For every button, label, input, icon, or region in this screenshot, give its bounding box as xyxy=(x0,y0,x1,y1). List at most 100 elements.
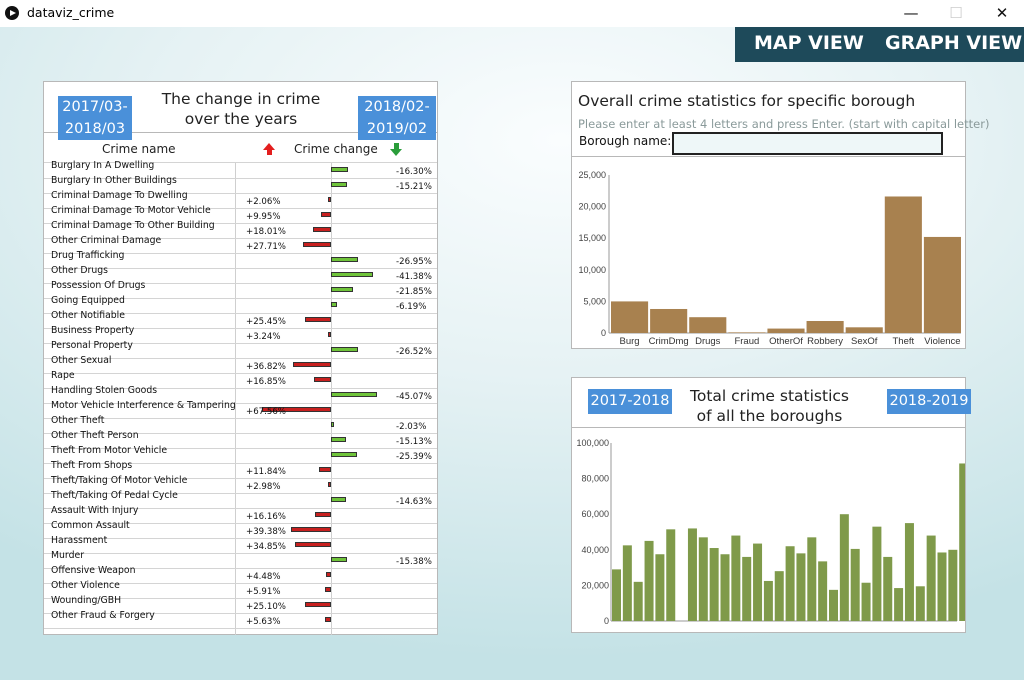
crime-row: Criminal Damage To Other Building +18.01% xyxy=(44,220,437,239)
crime-name: Other Violence xyxy=(51,580,120,591)
bar xyxy=(709,548,719,621)
crime-row: Possession Of Drugs -21.85% xyxy=(44,280,437,299)
change-percent: +2.98% xyxy=(246,482,281,492)
view-switcher: MAP VIEW GRAPH VIEW xyxy=(735,27,1024,62)
bar xyxy=(959,463,965,621)
map-view-button[interactable]: MAP VIEW xyxy=(754,32,864,54)
change-percent: -15.13% xyxy=(396,437,432,447)
crime-name: Common Assault xyxy=(51,520,130,531)
crime-row: Motor Vehicle Interference & Tampering +6… xyxy=(44,400,437,419)
crime-row: Offensive Weapon +4.48% xyxy=(44,565,437,584)
row-divider xyxy=(44,373,437,374)
total-title: Total crime statistics of all the boroug… xyxy=(672,386,867,426)
crime-row: Theft From Motor Vehicle -25.39% xyxy=(44,445,437,464)
change-percent: +5.91% xyxy=(246,587,281,597)
row-divider xyxy=(44,463,437,464)
crime-row: Other Notifiable +25.45% xyxy=(44,310,437,329)
bar xyxy=(650,308,688,333)
y-tick-label: 80,000 xyxy=(581,474,609,484)
row-divider xyxy=(44,178,437,179)
change-bar xyxy=(318,467,331,472)
change-bar xyxy=(328,197,331,202)
change-percent: +9.95% xyxy=(246,212,281,222)
bar xyxy=(742,556,752,621)
row-divider xyxy=(44,448,437,449)
crime-name: Other Sexual xyxy=(51,355,112,366)
borough-name-input[interactable] xyxy=(672,132,943,155)
year-2017-2018-button[interactable]: 2017-2018 xyxy=(588,389,672,414)
bar xyxy=(884,196,922,333)
bar xyxy=(753,543,763,621)
row-divider xyxy=(44,268,437,269)
crime-name: Other Fraud & Forgery xyxy=(51,610,155,621)
crime-name: Criminal Damage To Dwelling xyxy=(51,190,188,201)
change-bar xyxy=(324,587,331,592)
crime-row: Theft/Taking Of Pedal Cycle -14.63% xyxy=(44,490,437,509)
change-percent: +2.06% xyxy=(246,197,281,207)
change-bar xyxy=(331,422,334,427)
period-label-right[interactable]: 2018/02- 2019/02 xyxy=(358,96,436,140)
crime-name: Harassment xyxy=(51,535,108,546)
x-tick-label: Theft xyxy=(893,336,915,347)
minimize-button[interactable]: — xyxy=(903,4,919,22)
borough-bar-chart: 25,000 20,000 15,000 10,000 5,000 0 Burg CrimDm… xyxy=(578,170,961,347)
y-tick-label: 0 xyxy=(601,328,606,338)
row-divider xyxy=(44,388,437,389)
app-play-icon xyxy=(5,6,19,20)
change-percent: +16.85% xyxy=(246,377,286,387)
crime-name: Motor Vehicle Interference & Tampering xyxy=(51,400,236,411)
crime-name: Other Notifiable xyxy=(51,310,125,321)
close-button[interactable]: ✕ xyxy=(995,4,1009,22)
crime-row: Criminal Damage To Dwelling +2.06% xyxy=(44,190,437,209)
row-divider xyxy=(44,313,437,314)
crime-row: Other Theft Person -15.13% xyxy=(44,430,437,449)
row-divider xyxy=(44,223,437,224)
total-title-line2: of all the boroughs xyxy=(696,407,843,425)
change-percent: +4.48% xyxy=(246,572,281,582)
borough-name-label: Borough name: xyxy=(579,134,672,148)
crime-name: Business Property xyxy=(51,325,135,336)
bar xyxy=(829,589,838,621)
change-bar xyxy=(262,407,331,412)
row-divider xyxy=(44,343,437,344)
change-percent: -16.30% xyxy=(396,167,432,177)
y-tick-label: 0 xyxy=(604,616,609,626)
crime-name-header: Crime name xyxy=(102,142,176,156)
crime-row: Other Fraud & Forgery +5.63% xyxy=(44,610,437,629)
year-2018-2019-button[interactable]: 2018-2019 xyxy=(887,389,971,414)
crime-row: Other Drugs -41.38% xyxy=(44,265,437,284)
x-tick-label: SexOf xyxy=(851,336,878,347)
borough-stats-panel: Overall crime statistics for specific bo… xyxy=(571,81,989,349)
row-divider xyxy=(44,583,437,584)
period-label-left[interactable]: 2017/03- 2018/03 xyxy=(58,96,132,140)
borough-hint: Please enter at least 4 letters and pres… xyxy=(578,117,990,131)
change-percent: -6.19% xyxy=(396,302,427,312)
bar xyxy=(785,546,795,621)
bar xyxy=(655,554,665,621)
change-percent: +34.85% xyxy=(246,542,286,552)
y-tick-label: 10,000 xyxy=(578,265,606,275)
change-bar xyxy=(314,512,331,517)
crime-name: Handling Stolen Goods xyxy=(51,385,158,396)
crime-name: Wounding/GBH xyxy=(51,595,122,606)
bar xyxy=(763,580,773,621)
bar xyxy=(937,552,947,621)
change-bar xyxy=(313,377,331,382)
change-bar xyxy=(305,317,331,322)
change-bar xyxy=(325,617,331,622)
crime-name: Burglary In A Dwelling xyxy=(51,160,155,171)
y-tick-label: 60,000 xyxy=(581,509,609,519)
x-tick-label: Violence xyxy=(924,336,960,347)
row-divider xyxy=(44,238,437,239)
row-divider xyxy=(44,433,437,434)
bar xyxy=(687,528,697,621)
row-divider xyxy=(44,508,437,509)
graph-view-button[interactable]: GRAPH VIEW xyxy=(885,32,1023,54)
crime-name: Theft From Motor Vehicle xyxy=(51,445,168,456)
increase-arrow-icon xyxy=(263,143,275,155)
row-divider xyxy=(44,598,437,599)
crime-row: Common Assault +39.38% xyxy=(44,520,437,539)
bar xyxy=(818,561,828,621)
maximize-button[interactable]: ☐ xyxy=(949,4,963,22)
title-line1: The change in crime xyxy=(161,90,321,108)
